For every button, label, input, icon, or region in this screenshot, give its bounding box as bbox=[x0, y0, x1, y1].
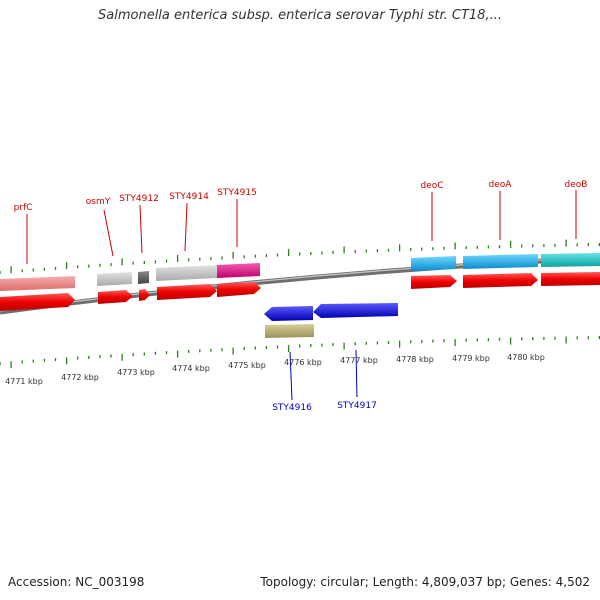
cds-deoA-arrow[interactable] bbox=[463, 273, 538, 288]
cds-STY4914-arrow[interactable] bbox=[157, 284, 217, 300]
plus-strand-labels: prfC osmY STY4912 STY4914 STY4915 deoC d… bbox=[14, 180, 588, 264]
kbp-label: 4775 kbp bbox=[228, 361, 266, 370]
cds-STY4915-arrow[interactable] bbox=[217, 282, 261, 297]
accession-text: Accession: NC_003198 bbox=[8, 575, 145, 589]
kbp-label: 4777 kbp bbox=[340, 356, 378, 365]
label-STY4912[interactable]: STY4912 bbox=[119, 194, 159, 204]
label-deoC[interactable]: deoC bbox=[420, 181, 443, 191]
gene-deoA-feature[interactable] bbox=[463, 254, 538, 269]
cds-deoC-arrow[interactable] bbox=[411, 275, 457, 289]
outer-tick-ring bbox=[0, 239, 600, 274]
minus-strand-features bbox=[264, 303, 398, 338]
kbp-label: 4771 kbp bbox=[5, 377, 43, 386]
gene-STY4917-arrow[interactable] bbox=[313, 303, 398, 318]
inner-tick-ring bbox=[0, 336, 600, 369]
cds-STY4912-arrow[interactable] bbox=[139, 289, 150, 301]
kbp-label: 4774 kbp bbox=[172, 364, 210, 373]
minus-strand-labels: STY4916 STY4917 bbox=[272, 349, 377, 413]
kbp-label: 4773 kbp bbox=[117, 368, 155, 377]
label-STY4916[interactable]: STY4916 bbox=[272, 403, 312, 413]
label-STY4915[interactable]: STY4915 bbox=[217, 188, 257, 198]
gene-osmY-feature[interactable] bbox=[97, 272, 132, 286]
gene-deoB-feature[interactable] bbox=[541, 253, 600, 267]
plus-strand-cds bbox=[0, 272, 600, 311]
plus-strand-features bbox=[0, 253, 600, 291]
kbp-label: 4779 kbp bbox=[452, 354, 490, 363]
gene-STY4916-arrow[interactable] bbox=[264, 306, 313, 321]
label-osmY[interactable]: osmY bbox=[86, 197, 111, 207]
cds-osmY-arrow[interactable] bbox=[98, 290, 133, 304]
kbp-label: 4780 kbp bbox=[507, 353, 545, 362]
kbp-label: 4776 kbp bbox=[284, 358, 322, 367]
gene-deoC-feature[interactable] bbox=[411, 256, 456, 271]
label-deoA[interactable]: deoA bbox=[489, 180, 513, 190]
gene-prfC-feature[interactable] bbox=[0, 276, 75, 291]
map-title: Salmonella enterica subsp. enterica sero… bbox=[98, 8, 502, 23]
label-STY4914[interactable]: STY4914 bbox=[169, 192, 209, 202]
gene-STY4912-feature[interactable] bbox=[138, 271, 149, 284]
kbp-label: 4778 kbp bbox=[396, 355, 434, 364]
label-STY4917[interactable]: STY4917 bbox=[337, 401, 377, 411]
gene-STY4915-feature[interactable] bbox=[217, 263, 260, 278]
kbp-labels: 4771 kbp 4772 kbp 4773 kbp 4774 kbp 4775… bbox=[5, 353, 545, 386]
topology-text: Topology: circular; Length: 4,809,037 bp… bbox=[260, 575, 590, 589]
label-deoB[interactable]: deoB bbox=[565, 180, 588, 190]
kbp-label: 4772 kbp bbox=[61, 373, 99, 382]
cds-prfC-arrow[interactable] bbox=[0, 293, 75, 311]
gene-STY4916-feature[interactable] bbox=[265, 324, 314, 338]
cds-deoB-arrow[interactable] bbox=[541, 272, 600, 286]
label-prfC[interactable]: prfC bbox=[14, 203, 33, 213]
gene-STY4914-feature[interactable] bbox=[156, 265, 217, 281]
